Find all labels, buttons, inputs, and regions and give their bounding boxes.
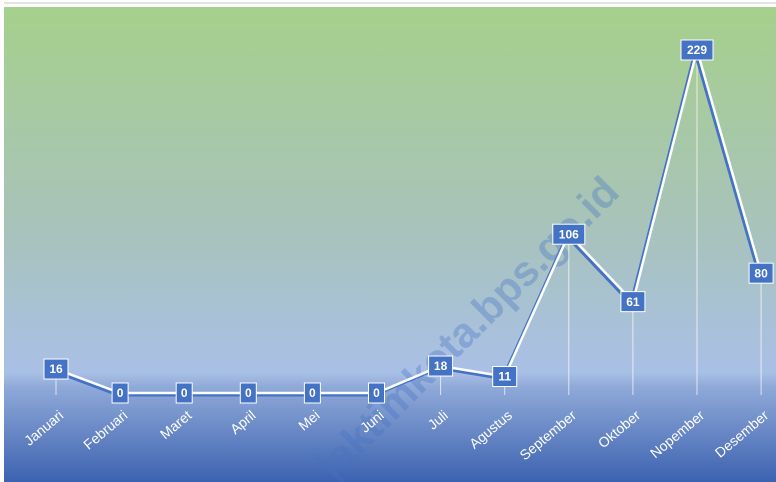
- data-label: 18: [434, 359, 448, 373]
- data-label: 0: [181, 386, 188, 400]
- data-label-box: [43, 358, 69, 380]
- data-label: 0: [309, 386, 316, 400]
- data-label: 229: [687, 43, 707, 57]
- data-label-box: [552, 223, 586, 245]
- data-label-box: [748, 262, 774, 284]
- data-label-box: [492, 366, 518, 388]
- data-label: 0: [117, 386, 124, 400]
- data-label-box: [303, 382, 321, 404]
- data-label-box: [368, 382, 385, 404]
- data-label: 61: [626, 295, 640, 309]
- line: [55, 45, 763, 395]
- data-label-box: [175, 382, 193, 404]
- data-label-box: [111, 382, 129, 404]
- data-label-box: [620, 291, 646, 313]
- data-label-box: [239, 382, 257, 404]
- data-label-box: [680, 39, 714, 61]
- data-label: 106: [559, 227, 579, 241]
- data-label: 11: [498, 370, 511, 384]
- data-label-box: [428, 355, 454, 377]
- data-label: 0: [245, 386, 252, 400]
- data-label: 80: [754, 266, 768, 280]
- data-label: 0: [373, 386, 380, 400]
- data-label: 16: [49, 362, 63, 376]
